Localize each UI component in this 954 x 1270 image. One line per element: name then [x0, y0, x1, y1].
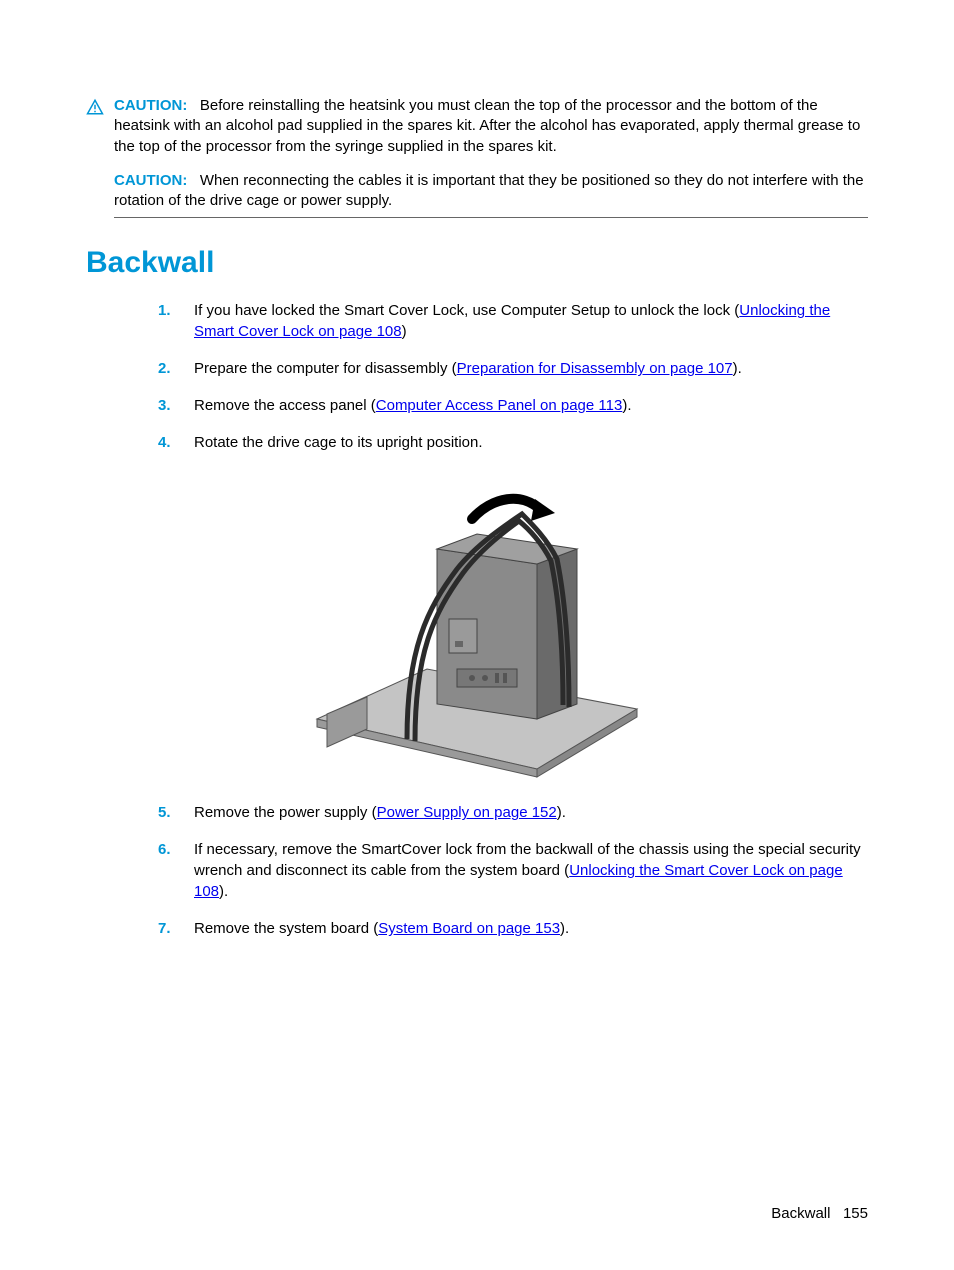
step-num: 6. [158, 839, 194, 902]
step-body: Remove the access panel (Computer Access… [194, 395, 868, 416]
step-num: 4. [158, 432, 194, 453]
step-5: 5. Remove the power supply (Power Supply… [158, 802, 868, 823]
caution-icon [86, 96, 114, 121]
step-pre: Remove the system board ( [194, 920, 378, 937]
step-body: If you have locked the Smart Cover Lock,… [194, 300, 868, 342]
section-heading: Backwall [86, 246, 868, 280]
xref-link[interactable]: Computer Access Panel on page 113 [376, 397, 623, 414]
steps-list: 1. If you have locked the Smart Cover Lo… [158, 300, 868, 453]
footer-section: Backwall [771, 1205, 830, 1222]
step-pre: Remove the power supply ( [194, 804, 377, 821]
steps-list-2: 5. Remove the power supply (Power Supply… [158, 802, 868, 939]
step-pre: Rotate the drive cage to its upright pos… [194, 434, 483, 451]
step-pre: If you have locked the Smart Cover Lock,… [194, 302, 739, 319]
step-post: ). [622, 397, 631, 414]
xref-link[interactable]: Power Supply on page 152 [377, 804, 557, 821]
step-post: ). [560, 920, 569, 937]
step-num: 1. [158, 300, 194, 342]
footer-page: 155 [843, 1205, 868, 1222]
step-4: 4. Rotate the drive cage to its upright … [158, 432, 868, 453]
step-post: ). [557, 804, 566, 821]
step-body: Remove the system board (System Board on… [194, 918, 868, 939]
xref-link[interactable]: System Board on page 153 [378, 920, 560, 937]
step-num: 7. [158, 918, 194, 939]
step-post: ). [733, 360, 742, 377]
step-6: 6. If necessary, remove the SmartCover l… [158, 839, 868, 902]
step-1: 1. If you have locked the Smart Cover Lo… [158, 300, 868, 342]
page-root: CAUTION: Before reinstalling the heatsin… [0, 0, 954, 1270]
figure-drive-cage [86, 469, 868, 784]
step-body: Remove the power supply (Power Supply on… [194, 802, 868, 823]
caution-text-2: CAUTION: When reconnecting the cables it… [114, 171, 868, 212]
caution-label-1: CAUTION: [114, 97, 187, 114]
step-2: 2. Prepare the computer for disassembly … [158, 358, 868, 379]
caution-body-2: When reconnecting the cables it is impor… [114, 172, 864, 209]
caution-block-1: CAUTION: Before reinstalling the heatsin… [86, 96, 868, 157]
caution-label-2: CAUTION: [114, 172, 187, 189]
step-body: Prepare the computer for disassembly (Pr… [194, 358, 868, 379]
step-num: 3. [158, 395, 194, 416]
step-post: ) [402, 323, 407, 340]
caution-block-2: CAUTION: When reconnecting the cables it… [114, 171, 868, 219]
step-pre: Prepare the computer for disassembly ( [194, 360, 457, 377]
step-pre: Remove the access panel ( [194, 397, 376, 414]
step-num: 5. [158, 802, 194, 823]
caution-body-1: Before reinstalling the heatsink you mus… [114, 97, 860, 155]
step-num: 2. [158, 358, 194, 379]
step-7: 7. Remove the system board (System Board… [158, 918, 868, 939]
caution-text-1: CAUTION: Before reinstalling the heatsin… [114, 96, 868, 157]
step-3: 3. Remove the access panel (Computer Acc… [158, 395, 868, 416]
step-body: If necessary, remove the SmartCover lock… [194, 839, 868, 902]
xref-link[interactable]: Preparation for Disassembly on page 107 [457, 360, 733, 377]
step-body: Rotate the drive cage to its upright pos… [194, 432, 868, 453]
step-post: ). [219, 883, 228, 900]
drive-cage-svg [307, 469, 647, 779]
page-footer: Backwall 155 [771, 1205, 868, 1222]
